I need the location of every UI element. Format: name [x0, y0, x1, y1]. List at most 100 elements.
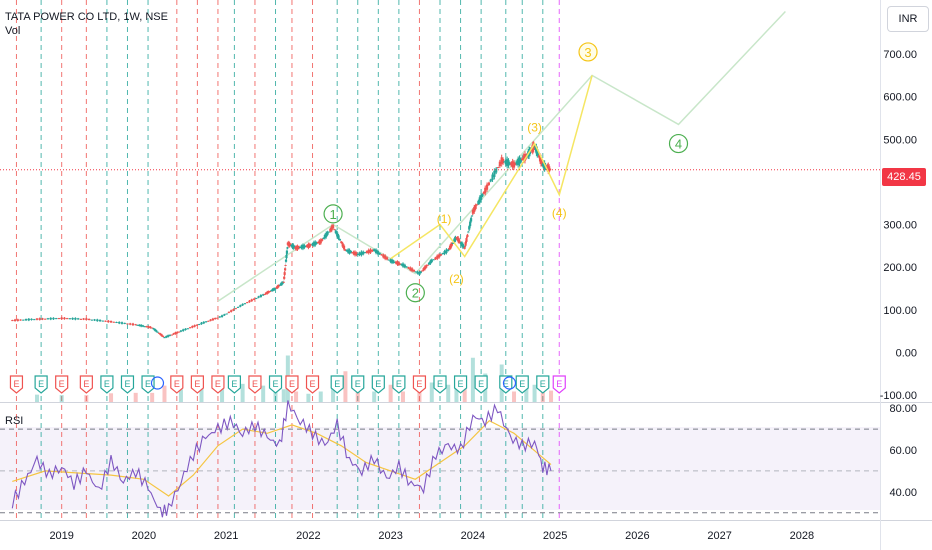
candle-body-20-5 [338, 239, 342, 241]
candle-body-27-2 [434, 257, 437, 260]
earnings-marker-label-3: E [83, 379, 89, 389]
earnings-marker-10 [227, 375, 241, 394]
candle-body-34-3 [517, 158, 520, 166]
candle-body-6-2 [138, 324, 141, 327]
candle-body-26-4 [423, 266, 427, 270]
candle-body-11-8 [239, 305, 242, 307]
candle-body-12-0 [241, 303, 244, 306]
earnings-marker-18 [392, 375, 406, 394]
candle-body-29-8 [462, 245, 465, 248]
candle-body-20-6 [340, 241, 343, 244]
wave-circle-3 [668, 133, 689, 154]
candle-body-7-4 [156, 331, 159, 333]
candle-body-3-4 [71, 317, 74, 320]
volume-bar-34 [524, 387, 529, 402]
candle-body-18-3 [311, 243, 314, 246]
time-tick-7: 2026 [625, 530, 649, 542]
earnings-marker-label-23: E [503, 379, 509, 389]
candle-body-26-8 [429, 260, 432, 264]
candle-body-8-4 [170, 334, 173, 336]
candle-body-15-3 [284, 268, 287, 271]
candle-body-23-5 [382, 254, 385, 258]
earnings-marker-label-14: E [310, 379, 316, 389]
candle-body-22-7 [369, 249, 372, 253]
candle-body-9-0 [179, 330, 183, 332]
earnings-marker-20 [433, 375, 447, 394]
candle-body-19-1 [321, 239, 324, 241]
time-tick-4: 2023 [378, 530, 402, 542]
volume-bar-12 [261, 385, 266, 402]
candle-body-11-7 [236, 306, 240, 308]
candle-body-5-8 [131, 323, 135, 326]
wave-label-4: (1) [437, 212, 452, 226]
candle-body-17-8 [305, 245, 309, 248]
candle-body-24-8 [400, 263, 403, 266]
rsi-line [11, 400, 552, 518]
candle-body-21-5 [351, 252, 354, 254]
time-tick-2: 2021 [214, 530, 238, 542]
candle-body-11-1 [223, 314, 226, 316]
candle-body-13-2 [264, 292, 268, 295]
candle-body-26-1 [419, 271, 422, 273]
candle-body-32-1 [485, 184, 489, 190]
currency-selector[interactable]: INR [887, 6, 929, 32]
candle-body-18-4 [312, 242, 315, 246]
time-tick-1: 2020 [132, 530, 156, 542]
volume-bar-11 [240, 383, 245, 402]
candle-body-25-2 [405, 266, 408, 268]
earnings-marker-21 [453, 375, 468, 394]
candle-body-18-6 [315, 242, 318, 244]
dividend-marker-1 [502, 376, 517, 390]
candle-body-20-3 [336, 232, 339, 237]
candle-body-26-6 [426, 264, 429, 266]
candle-body-23-0 [373, 249, 376, 252]
candle-body-22-6 [367, 249, 370, 254]
candle-body-5-1 [112, 321, 115, 323]
candle-body-20-7 [341, 243, 344, 247]
candle-body-1-0 [11, 320, 14, 322]
volume-bar-18 [318, 391, 323, 402]
candle-body-9-1 [182, 329, 185, 332]
candle-body-8-2 [167, 335, 170, 337]
candle-body-22-8 [371, 249, 374, 252]
candle-body-31-1 [473, 206, 476, 212]
candle-body-19-5 [326, 231, 329, 235]
candle-body-3-2 [66, 318, 69, 320]
candle-body-30-2 [465, 238, 468, 242]
volume-bar-37 [549, 390, 554, 402]
candle-body-23-2 [376, 250, 379, 255]
candle-body-34-4 [518, 157, 521, 165]
candle-body-30-8 [470, 215, 474, 217]
candle-body-2-5 [49, 317, 52, 320]
candle-body-6-0 [134, 324, 137, 326]
candle-body-2-8 [57, 318, 61, 320]
candle-body-1-6 [27, 318, 30, 321]
earnings-marker-17 [371, 375, 385, 394]
candle-body-36-8 [540, 160, 543, 165]
earnings-marker-16 [351, 375, 365, 394]
volume-bar-1 [35, 394, 40, 402]
candle-body-36-3 [536, 148, 539, 156]
candle-body-7-7 [160, 334, 163, 337]
candle-body-24-0 [389, 259, 392, 263]
candle-body-3-6 [77, 318, 80, 320]
candle-body-3-1 [63, 317, 66, 320]
candle-body-17-0 [294, 246, 298, 250]
candle-body-27-6 [441, 253, 444, 255]
candle-body-21-8 [355, 252, 358, 256]
candle-body-10-4 [209, 319, 212, 321]
candle-body-21-4 [349, 251, 353, 253]
earnings-marker-8 [190, 375, 204, 394]
candle-body-6-4 [141, 325, 145, 327]
candle-body-3-7 [79, 318, 82, 320]
wave-label-5: (2) [449, 272, 464, 286]
earnings-marker-label-20: E [437, 379, 443, 389]
candle-body-19-0 [319, 239, 322, 244]
candle-body-2-0 [35, 318, 39, 320]
wave-label-3: 4 [675, 137, 682, 152]
candle-body-18-5 [314, 241, 317, 246]
candle-body-8-8 [178, 331, 181, 333]
earnings-marker-12 [268, 375, 283, 394]
